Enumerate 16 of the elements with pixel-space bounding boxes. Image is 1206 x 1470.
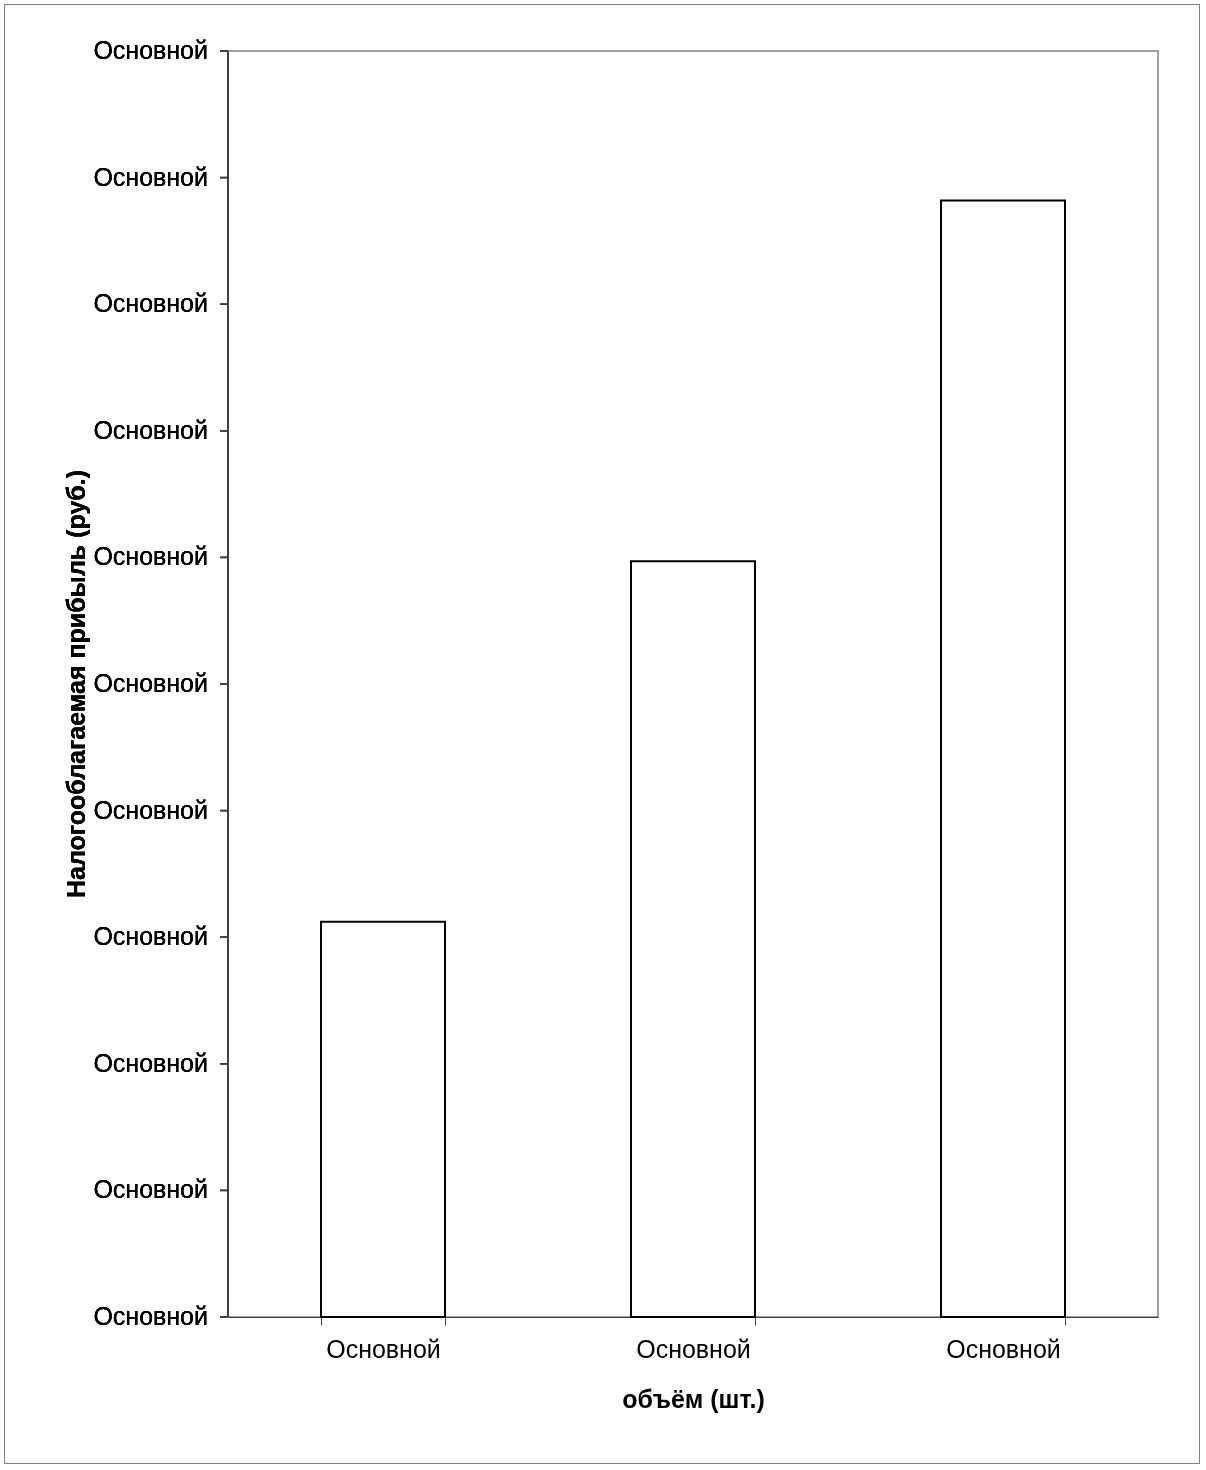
text: Основной [93,162,208,191]
text: Основной [93,1175,208,1204]
text: Основной [93,922,208,951]
x-tick-label: Основной [326,1334,441,1363]
x-tick-label: Основной [636,1334,751,1363]
x-tick-label: Основной [946,1334,1061,1363]
text: Основной [93,1048,208,1077]
x-axis-title: объём (шт.) [622,1384,765,1413]
text: Основной [93,1302,208,1330]
text: Основной [93,36,208,64]
text: Основной [93,669,208,697]
text: Основной [93,415,208,444]
text: Основной [93,289,208,318]
text: Основной [93,542,208,571]
text: Налогооблагаемая прибыль (руб.) [62,469,90,899]
text: Основной [93,795,208,824]
